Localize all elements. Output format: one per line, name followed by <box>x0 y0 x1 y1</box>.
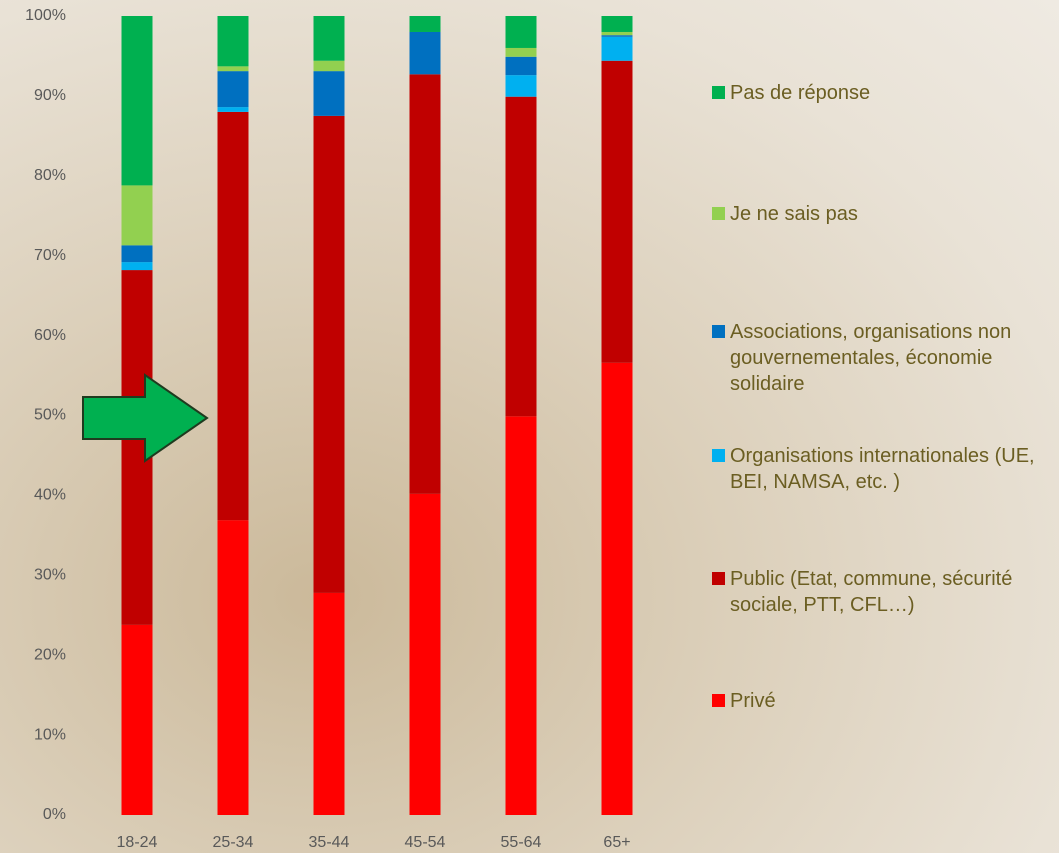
legend-item: Associations, organisations non gouverne… <box>712 319 1052 397</box>
x-tick-label: 65+ <box>603 834 630 851</box>
bar-segment <box>409 493 441 815</box>
y-tick-label: 20% <box>34 646 66 663</box>
bar-segment <box>313 60 345 72</box>
bar-segment <box>601 35 633 37</box>
legend-label: Pas de réponse <box>730 82 871 104</box>
legend-swatch <box>712 86 725 99</box>
legend-item: Organisations internationales (UE, BEI, … <box>712 443 1052 495</box>
legend-swatch <box>712 325 725 338</box>
x-tick-label: 55-64 <box>501 834 542 851</box>
bar-segment <box>505 56 537 76</box>
bar-segment <box>217 107 249 112</box>
bar-segment <box>217 16 249 67</box>
x-tick-label: 45-54 <box>405 834 446 851</box>
bar-segment <box>121 624 153 815</box>
bar-segment <box>217 71 249 108</box>
bar-segment <box>601 36 633 61</box>
bar-segment <box>601 60 633 363</box>
bar-segment <box>217 520 249 815</box>
bar-segment <box>121 16 153 186</box>
arrow <box>82 373 209 463</box>
bar-segment <box>505 47 537 57</box>
y-tick-label: 50% <box>34 407 66 424</box>
bar-segment <box>409 31 441 75</box>
y-tick-label: 0% <box>43 806 66 823</box>
bar-segment <box>601 16 633 32</box>
legend-label: Privé <box>730 690 776 712</box>
y-tick-label: 30% <box>34 567 66 584</box>
bar-segment <box>313 115 345 593</box>
bar-segment <box>505 75 537 97</box>
y-tick-label: 90% <box>34 87 66 104</box>
bar-segment <box>601 362 633 815</box>
bar-segment <box>409 74 441 494</box>
bar-segment <box>313 592 345 815</box>
bar-segment <box>217 111 249 521</box>
bar-segment <box>601 31 633 36</box>
bar-segment <box>217 66 249 72</box>
y-tick-label: 40% <box>34 487 66 504</box>
x-tick-label: 25-34 <box>213 834 254 851</box>
bar-segment <box>121 262 153 271</box>
legend-item: Public (Etat, commune, sécurité sociale,… <box>712 566 1052 618</box>
y-tick-label: 80% <box>34 167 66 184</box>
bar-segment <box>313 16 345 61</box>
bar-segment <box>121 245 153 263</box>
legend-swatch <box>712 572 725 585</box>
bar-segment <box>505 16 537 48</box>
y-tick-label: 100% <box>25 7 66 24</box>
x-tick-label: 18-24 <box>117 834 158 851</box>
legend-swatch <box>712 207 725 220</box>
legend-label: Associations, organisations non gouverne… <box>730 321 1012 395</box>
legend-swatch <box>712 449 725 462</box>
legend-item: Pas de réponse <box>712 80 1052 106</box>
legend-label: Organisations internationales (UE, BEI, … <box>730 445 1035 493</box>
legend-item: Privé <box>712 688 1052 714</box>
bar-segment <box>313 71 345 116</box>
legend-swatch <box>712 694 725 707</box>
y-tick-label: 10% <box>34 726 66 743</box>
bar-segment <box>121 185 153 246</box>
y-tick-label: 60% <box>34 327 66 344</box>
bar-segment <box>505 416 537 815</box>
legend-label: Public (Etat, commune, sécurité sociale,… <box>730 568 1013 616</box>
legend-label: Je ne sais pas <box>730 203 858 225</box>
bar-segment <box>409 16 441 32</box>
y-tick-label: 70% <box>34 247 66 264</box>
x-tick-label: 35-44 <box>309 834 350 851</box>
legend-item: Je ne sais pas <box>712 201 1052 227</box>
bar-segment <box>505 96 537 417</box>
